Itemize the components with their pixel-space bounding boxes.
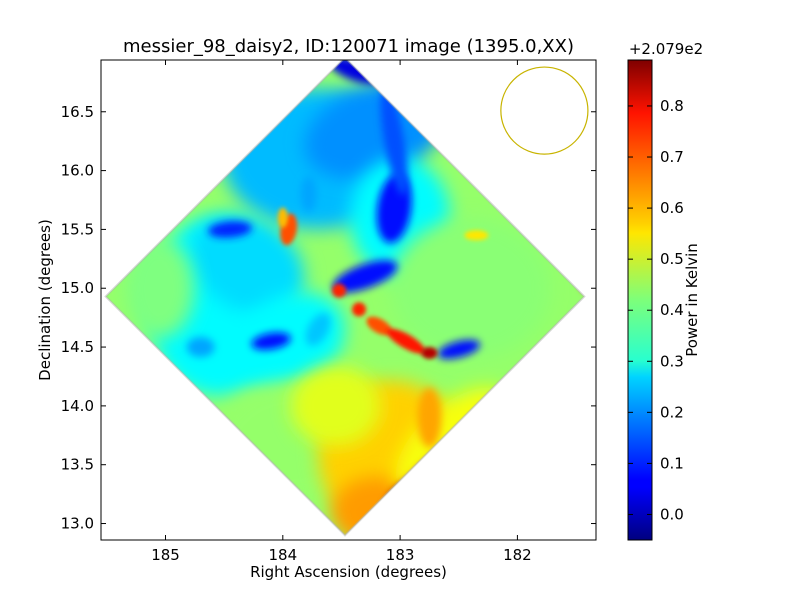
- x-axis-label: Right Ascension (degrees): [250, 563, 447, 581]
- colorbar-tick-label: 0.5: [660, 250, 684, 268]
- heatmap-feature: [124, 238, 195, 339]
- x-tick-label: 183: [386, 546, 415, 564]
- colorbar-tick-label: 0.0: [660, 505, 684, 523]
- heatmap-feature: [437, 339, 481, 360]
- colorbar-tick-label: 0.2: [660, 403, 684, 421]
- y-tick-label: 14.0: [61, 397, 94, 415]
- heatmap-feature: [421, 346, 438, 359]
- y-tick-label: 13.0: [61, 515, 94, 533]
- heatmap-feature: [417, 387, 442, 448]
- heatmap-feature: [366, 316, 392, 336]
- heatmap: [104, 60, 586, 537]
- heatmap-feature: [290, 365, 381, 446]
- heatmap-feature: [464, 230, 489, 241]
- x-tick-label: 182: [503, 546, 532, 564]
- heatmap-feature: [561, 335, 585, 355]
- colorbar-tick-label: 0.8: [660, 97, 684, 115]
- plot-frame: [100, 59, 597, 541]
- heatmap-feature: [208, 221, 252, 238]
- heatmap-feature: [352, 302, 367, 317]
- y-tick-label: 13.5: [61, 456, 94, 474]
- x-tick-label: 185: [151, 546, 180, 564]
- heatmap-feature: [186, 337, 215, 358]
- colorbar-tick-label: 0.3: [660, 352, 684, 370]
- colorbar: [627, 59, 653, 541]
- y-tick-label: 15.0: [61, 279, 94, 297]
- colorbar-tick-label: 0.7: [660, 148, 684, 166]
- colorbar-offset-label: +2.079e2: [629, 40, 703, 58]
- colorbar-label: Power in Kelvin: [683, 243, 701, 357]
- colorbar-tick-label: 0.1: [660, 454, 684, 472]
- heatmap-feature: [300, 176, 317, 213]
- heatmap-feature: [580, 260, 585, 293]
- y-axis-label: Declination (degrees): [36, 219, 54, 381]
- colorbar-tick-label: 0.4: [660, 301, 684, 319]
- heatmap-feature: [332, 283, 347, 298]
- heatmap-feature: [251, 332, 291, 350]
- heatmap-feature: [332, 260, 398, 293]
- heatmap-feature: [386, 328, 426, 354]
- colorbar-ticks: 0.0 0.1 0.2 0.3 0.4 0.5 0.6 0.7 0.8: [628, 97, 684, 523]
- heatmap-feature: [305, 313, 331, 346]
- map-footprint-edge: [104, 60, 586, 537]
- y-tick-label: 16.0: [61, 162, 94, 180]
- heatmap-feature: [190, 215, 305, 314]
- heatmap-feature: [277, 207, 288, 228]
- y-tick-label: 14.5: [61, 338, 94, 356]
- y-tick-label: 16.5: [61, 103, 94, 121]
- y-tick-label: 15.5: [61, 220, 94, 238]
- chart-title: messier_98_daisy2, ID:120071 image (1395…: [123, 36, 574, 57]
- x-tick-label: 184: [268, 546, 297, 564]
- heatmap-feature: [390, 218, 551, 359]
- y-axis: 13.0 13.5 14.0 14.5 15.0 15.5 16.0 16.5: [61, 103, 596, 533]
- beam-circle: [500, 66, 589, 155]
- x-axis: 185 184 183 182: [151, 60, 532, 564]
- heatmap-feature: [380, 86, 408, 196]
- colorbar-tick-label: 0.6: [660, 199, 684, 217]
